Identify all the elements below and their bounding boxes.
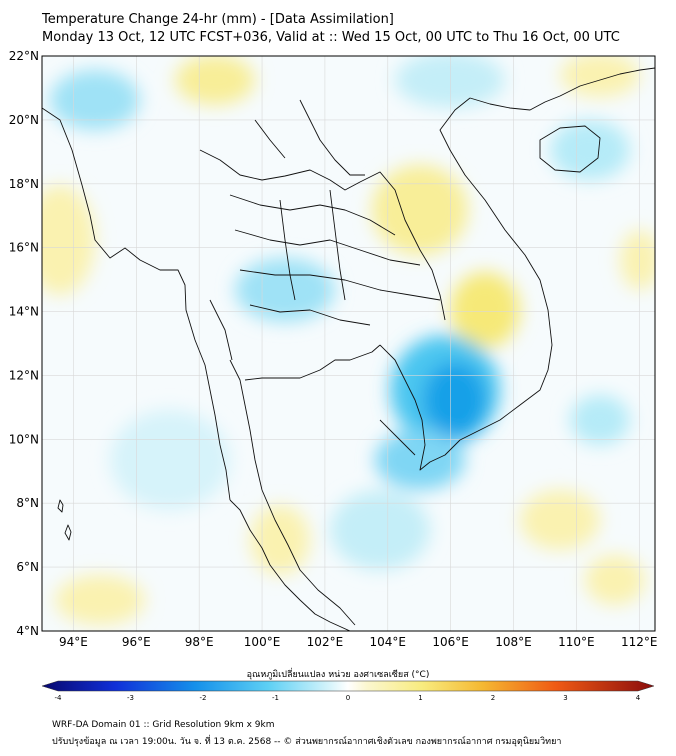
lat-tick-label: 16°N (9, 241, 39, 255)
longitude-labels: 94°E 96°E 98°E 100°E 102°E 104°E 106°E 108°E 110… (59, 635, 658, 649)
lon-tick-label: 94°E (59, 635, 88, 649)
footer-domain-info: WRF-DA Domain 01 :: Grid Resolution 9km … (52, 720, 275, 730)
colorbar-tick-label: -1 (272, 694, 279, 700)
lon-tick-label: 108°E (495, 635, 532, 649)
colorbar-tick-label: 2 (491, 694, 495, 700)
lat-tick-label: 12°N (9, 368, 39, 382)
lat-tick-label: 4°N (16, 624, 39, 638)
footer-update-info: ปรับปรุงข้อมูล ณ เวลา 19:00น. วัน จ. ที่… (52, 737, 562, 747)
colorbar-title: อุณหภูมิเปลี่ยนแปลง หน่วย องศาเซลเซียส (… (246, 670, 430, 680)
lon-tick-label: 98°E (185, 635, 214, 649)
lon-tick-label: 102°E (307, 635, 344, 649)
colorbar-tick-label: -3 (127, 694, 134, 700)
plot-frame (41, 55, 656, 632)
lat-tick-label: 22°N (9, 49, 39, 63)
temperature-field (42, 56, 655, 631)
colorbar-tick-label: 4 (636, 694, 641, 700)
lon-tick-label: 104°E (370, 635, 407, 649)
lat-tick-label: 6°N (16, 560, 39, 574)
lon-tick-label: 96°E (122, 635, 151, 649)
colorbar-tick-label: -4 (55, 694, 63, 700)
lat-tick-label: 20°N (9, 113, 39, 127)
lon-tick-label: 112°E (621, 635, 658, 649)
lon-tick-label: 110°E (558, 635, 595, 649)
colorbar-tick-label: -2 (200, 694, 207, 700)
map-title: Temperature Change 24-hr (mm) - [Data As… (42, 12, 394, 27)
colorbar: -4 -3 -2 -1 0 1 2 3 4 (41, 680, 655, 700)
colorbar-tick-label: 1 (418, 694, 422, 700)
map-subtitle: Monday 13 Oct, 12 UTC FCST+036, Valid at… (42, 30, 620, 45)
colorbar-tick-label: 0 (346, 694, 350, 700)
lon-tick-label: 106°E (432, 635, 469, 649)
map-figure: 4°N 6°N 8°N 10°N 12°N 14°N 16°N 18°N 20°N 22°N 94… (9, 49, 658, 700)
latitude-labels: 4°N 6°N 8°N 10°N 12°N 14°N 16°N 18°N 20°N 22°N (9, 49, 39, 638)
lat-tick-label: 18°N (9, 177, 39, 191)
lon-tick-label: 100°E (244, 635, 281, 649)
lat-tick-label: 8°N (16, 496, 39, 510)
lat-tick-label: 14°N (9, 305, 39, 319)
colorbar-tick-label: 3 (563, 694, 567, 700)
lat-tick-label: 10°N (9, 432, 39, 446)
